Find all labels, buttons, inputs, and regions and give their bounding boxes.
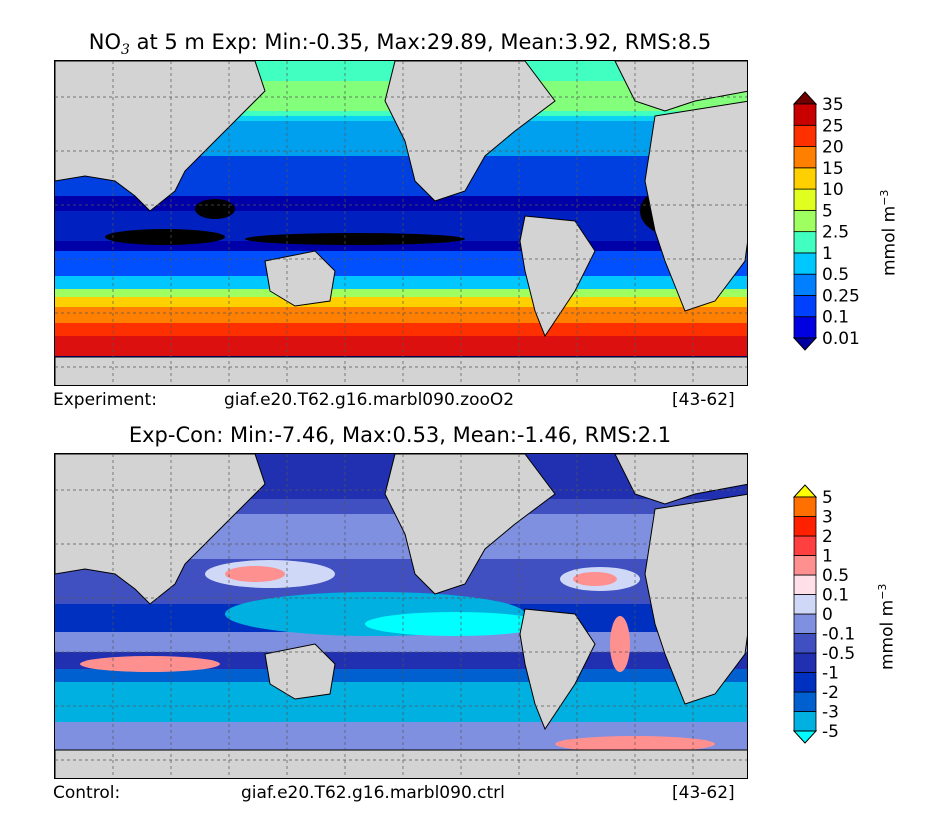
colorbar-tick-label: 1 — [822, 547, 833, 567]
colorbar-swatch — [793, 496, 817, 517]
colorbar-swatch — [793, 103, 817, 126]
colorbar-tick-label: 35 — [822, 95, 844, 115]
colorbar-tick-label: 25 — [822, 116, 844, 136]
colorbar-tick-label: 20 — [822, 138, 844, 158]
colorbar-tick-label: -2 — [822, 683, 839, 703]
colorbar-tick-label: -0.5 — [822, 644, 855, 664]
caption-label-experiment: Experiment: — [53, 390, 157, 410]
colorbar-extend-min — [792, 337, 818, 351]
caption-years-control: [43-62] — [672, 783, 735, 803]
colorbar-swatch — [793, 146, 817, 169]
colorbar-swatch — [793, 516, 817, 537]
colorbar-swatch — [793, 295, 817, 318]
colorbar-tick-label: 2 — [822, 527, 833, 547]
unit-text: mmol m — [877, 599, 898, 670]
caption-years-experiment: [43-62] — [672, 390, 735, 410]
unit-label-experiment: mmol m−3 — [878, 190, 900, 276]
colorbar-swatch — [793, 555, 817, 576]
colorbar-tick-label: 5 — [822, 201, 833, 221]
colorbar-tick-label: 3 — [822, 508, 833, 528]
unit-exponent: −3 — [876, 583, 889, 600]
map-experiment-svg — [55, 61, 747, 385]
colorbar-swatch — [793, 633, 817, 654]
colorbar-swatch — [793, 711, 817, 732]
colorbar-swatch — [793, 316, 817, 339]
panel-title-difference: Exp-Con: Min:-7.46, Max:0.53, Mean:-1.46… — [0, 423, 800, 447]
unit-label-difference: mmol m−3 — [876, 584, 898, 670]
colorbar-swatch — [793, 672, 817, 693]
colorbar-tick-label: 0.5 — [822, 566, 849, 586]
colorbar-tick-label: -5 — [822, 722, 839, 742]
colorbar-swatch — [793, 124, 817, 147]
colorbar-swatch — [793, 594, 817, 615]
colorbar-tick-label: 0.1 — [822, 586, 849, 606]
colorbar-tick-label: 0 — [822, 605, 833, 625]
title-text: at 5 m Exp: Min:-0.35, Max:29.89, Mean:3… — [129, 30, 712, 54]
colorbar-swatch — [793, 252, 817, 275]
map-difference-svg — [55, 454, 747, 778]
map-difference — [54, 453, 748, 779]
colorbar-swatch — [793, 231, 817, 254]
panel-title-experiment: NO3 at 5 m Exp: Min:-0.35, Max:29.89, Me… — [0, 30, 800, 58]
colorbar-tick-label: 2.5 — [822, 223, 849, 243]
colorbar-tick-label: 0.25 — [822, 286, 860, 306]
colorbar-swatch — [793, 167, 817, 190]
colorbar-swatch — [793, 535, 817, 556]
map-experiment — [54, 60, 748, 386]
colorbar-tick-label: 1 — [822, 244, 833, 264]
colorbar-tick-label: -0.1 — [822, 625, 855, 645]
colorbar-extend-max — [792, 91, 818, 105]
colorbar-tick-label: -1 — [822, 664, 839, 684]
colorbar-tick-label: -3 — [822, 703, 839, 723]
colorbar-tick-label: 0.1 — [822, 308, 849, 328]
colorbar-swatch — [793, 188, 817, 211]
colorbar-tick-label: 0.5 — [822, 265, 849, 285]
unit-exponent: −3 — [878, 189, 891, 206]
colorbar-extend-min — [792, 730, 818, 744]
colorbar-swatch — [793, 209, 817, 233]
colorbar-tick-label: 0.01 — [822, 329, 860, 349]
colorbar-swatch — [793, 574, 817, 595]
title-text: Exp-Con: Min:-7.46, Max:0.53, Mean:-1.46… — [128, 423, 672, 447]
title-subscript: 3 — [121, 42, 130, 59]
caption-case-experiment: giaf.e20.T62.g16.marbl090.zooO2 — [224, 390, 515, 410]
unit-text: mmol m — [879, 205, 900, 276]
colorbar-tick-label: 5 — [822, 488, 833, 508]
colorbar-swatch — [793, 652, 817, 673]
caption-case-control: giaf.e20.T62.g16.marbl090.ctrl — [241, 783, 505, 803]
colorbar-swatch — [793, 273, 817, 296]
colorbar-tick-label: 15 — [822, 159, 844, 179]
caption-label-control: Control: — [53, 783, 121, 803]
title-prefix: NO — [88, 30, 122, 54]
colorbar-tick-label: 10 — [822, 180, 844, 200]
colorbar-swatch — [793, 613, 817, 634]
colorbar-swatch — [793, 691, 817, 712]
colorbar-extend-max — [792, 484, 818, 498]
